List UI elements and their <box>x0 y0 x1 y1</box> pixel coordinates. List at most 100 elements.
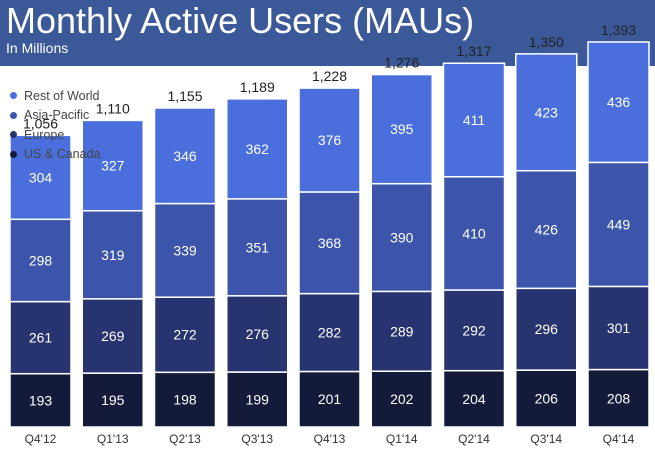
bar-segment-us-canada <box>587 368 650 428</box>
legend-label: Rest of World <box>24 88 100 103</box>
bar-segment-asia-pacific <box>226 198 289 297</box>
bar-segment-asia-pacific <box>298 191 361 295</box>
x-tick-label: Q4'14 <box>603 432 635 446</box>
legend-swatch-us-canada <box>10 150 17 158</box>
x-tick-label: Q3'13 <box>241 432 273 446</box>
bar-segment-rest-of-world <box>9 134 72 221</box>
data-label: 206 <box>535 391 559 407</box>
bar-segment-asia-pacific <box>515 169 578 290</box>
bar-segment-rest-of-world <box>442 62 506 178</box>
bar-segment-us-canada <box>298 370 361 428</box>
total-label: 1,350 <box>529 34 564 50</box>
x-tick-label: Q1'14 <box>386 432 418 446</box>
data-label: 282 <box>318 325 342 341</box>
data-label: 426 <box>535 222 559 238</box>
data-label: 202 <box>390 391 414 407</box>
data-label: 395 <box>390 121 414 137</box>
x-tick-label: Q4'12 <box>25 432 57 446</box>
legend-label: Asia-Pacific <box>24 108 90 123</box>
data-label: 362 <box>246 141 270 157</box>
data-label: 423 <box>535 104 559 120</box>
bar-segment-rest-of-world <box>226 98 289 200</box>
legend-item-us-canada: US & Canada <box>10 145 100 165</box>
data-label: 436 <box>607 94 631 110</box>
data-label: 301 <box>607 320 631 336</box>
bar-segment-rest-of-world <box>153 107 217 205</box>
bar-segment-asia-pacific <box>442 176 506 291</box>
data-label: 368 <box>318 235 342 251</box>
data-label: 304 <box>29 169 53 185</box>
bar-segment-us-canada <box>442 369 506 428</box>
bar-segment-asia-pacific <box>81 209 144 300</box>
bar-segment-asia-pacific <box>587 161 650 288</box>
data-label: 208 <box>607 390 631 406</box>
data-label: 346 <box>173 148 197 164</box>
data-label: 193 <box>29 392 53 408</box>
total-label: 1,110 <box>96 100 130 116</box>
chart-legend: Rest of World Asia-Pacific Europe US & C… <box>10 86 100 164</box>
data-label: 269 <box>101 328 125 344</box>
legend-swatch-rest-of-world <box>10 92 17 100</box>
data-label: 449 <box>607 216 631 232</box>
bar-segment-rest-of-world <box>515 53 578 172</box>
data-label: 339 <box>173 242 197 258</box>
total-label: 1,276 <box>384 55 419 71</box>
chart-title: Monthly Active Users (MAUs) <box>6 0 475 41</box>
x-tick-label: Q4'13 <box>314 432 346 446</box>
chart-header: Monthly Active Users (MAUs) In Millions <box>0 0 655 66</box>
legend-swatch-europe <box>10 131 17 139</box>
legend-label: Europe <box>24 127 65 142</box>
bar-segment-europe <box>370 290 433 372</box>
bar-segment-europe <box>442 289 506 372</box>
data-label: 199 <box>246 392 270 408</box>
data-label: 296 <box>535 321 559 337</box>
total-label: 1,155 <box>167 88 202 104</box>
total-label: 1,393 <box>601 22 636 38</box>
bar-segment-europe <box>9 300 72 375</box>
bar-segment-europe <box>298 292 361 373</box>
bar-segment-europe <box>515 287 578 371</box>
bar-segment-europe <box>81 298 144 374</box>
data-label: 327 <box>101 158 125 174</box>
data-label: 261 <box>29 330 53 346</box>
data-label: 195 <box>101 392 125 408</box>
legend-item-europe: Europe <box>10 125 100 145</box>
data-label: 204 <box>462 391 486 407</box>
chart-subtitle: In Millions <box>6 40 69 56</box>
x-tick-label: Q2'14 <box>458 432 490 446</box>
x-tick-label: Q1'13 <box>97 432 129 446</box>
data-label: 276 <box>246 326 270 342</box>
bar-segment-europe <box>587 285 650 371</box>
bar-segment-europe <box>226 295 289 373</box>
bar-segment-rest-of-world <box>370 73 433 185</box>
bar-segment-us-canada <box>153 371 217 428</box>
bar-segment-us-canada <box>515 369 578 428</box>
legend-swatch-asia-pacific <box>10 111 17 119</box>
total-label: 1,228 <box>312 68 347 84</box>
total-label: 1,317 <box>456 43 491 59</box>
legend-item-rest-of-world: Rest of World <box>10 86 100 106</box>
data-label: 272 <box>173 327 197 343</box>
data-label: 319 <box>101 247 125 263</box>
total-label: 1,189 <box>240 79 275 95</box>
bar-segment-us-canada <box>9 372 72 428</box>
bar-segment-rest-of-world <box>81 119 144 212</box>
data-label: 198 <box>173 392 197 408</box>
data-label: 351 <box>246 239 270 255</box>
bar-segment-rest-of-world <box>587 41 650 164</box>
data-label: 292 <box>462 322 486 338</box>
bar-segment-rest-of-world <box>298 87 361 193</box>
data-label: 410 <box>462 225 486 241</box>
total-label: 1,056 <box>23 115 58 131</box>
legend-label: US & Canada <box>24 147 101 162</box>
bar-segment-us-canada <box>226 371 289 428</box>
data-label: 376 <box>318 132 342 148</box>
data-label: 201 <box>318 391 342 407</box>
x-tick-label: Q3'14 <box>530 432 562 446</box>
data-label: 411 <box>463 112 486 128</box>
bar-segment-asia-pacific <box>153 202 217 298</box>
bar-segment-us-canada <box>370 370 433 428</box>
x-tick-label: Q2'13 <box>169 432 201 446</box>
data-label: 298 <box>29 252 53 268</box>
